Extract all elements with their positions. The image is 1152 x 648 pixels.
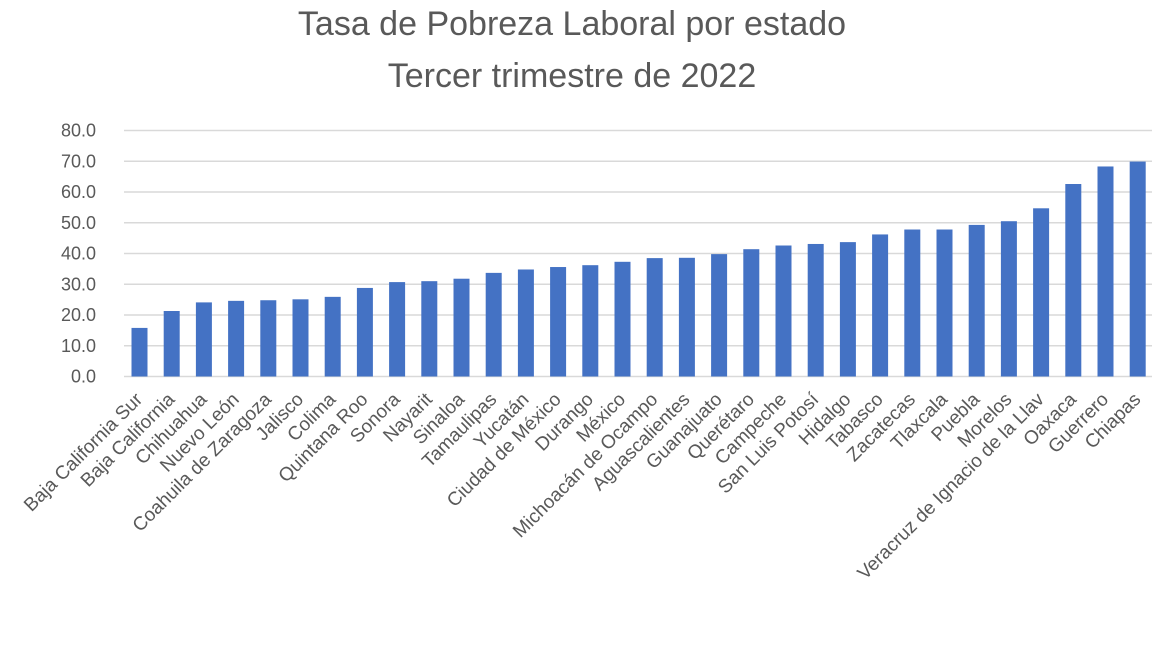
- bar: [807, 243, 824, 377]
- bar: [1065, 184, 1082, 377]
- chart-subtitle: Tercer trimestre de 2022: [388, 57, 757, 95]
- bar: [872, 234, 889, 377]
- bar: [260, 300, 277, 377]
- bar: [1000, 221, 1017, 377]
- bar: [421, 281, 438, 377]
- bar: [582, 265, 599, 377]
- y-tick-label: 60.0: [61, 182, 96, 202]
- y-axis-ticks: 0.0 10.0 20.0 30.0 40.0 50.0 60.0 70.0 80.0: [61, 121, 96, 387]
- bar: [163, 311, 180, 377]
- y-tick-label: 0.0: [71, 367, 96, 387]
- gridlines: [124, 129, 1152, 378]
- bar: [1033, 208, 1050, 377]
- y-tick-label: 40.0: [61, 244, 96, 264]
- bar: [228, 300, 245, 377]
- y-tick-label: 80.0: [61, 121, 96, 141]
- y-tick-label: 70.0: [61, 151, 96, 171]
- bar: [131, 327, 148, 377]
- bar: [614, 261, 631, 377]
- bar: [195, 302, 212, 377]
- bar: [743, 249, 760, 377]
- bar: [968, 224, 985, 377]
- bar: [678, 257, 695, 377]
- bar: [389, 282, 406, 377]
- bars: [131, 161, 1146, 377]
- bar: [1097, 166, 1114, 377]
- bar: [646, 258, 663, 377]
- bar: [775, 245, 792, 377]
- bar: [485, 272, 502, 377]
- bar: [517, 269, 534, 377]
- bar: [904, 229, 921, 377]
- chart-title: Tasa de Pobreza Laboral por estado: [298, 5, 846, 43]
- bar: [1129, 161, 1146, 377]
- bar: [711, 254, 728, 377]
- y-tick-label: 10.0: [61, 336, 96, 356]
- bar: [839, 242, 856, 377]
- y-tick-label: 30.0: [61, 274, 96, 294]
- bar: [356, 287, 373, 377]
- y-tick-label: 20.0: [61, 305, 96, 325]
- y-tick-label: 50.0: [61, 213, 96, 233]
- bar: [550, 267, 567, 377]
- bar: [292, 299, 309, 377]
- bar: [936, 229, 953, 377]
- bar: [324, 296, 341, 377]
- bar: [453, 278, 470, 377]
